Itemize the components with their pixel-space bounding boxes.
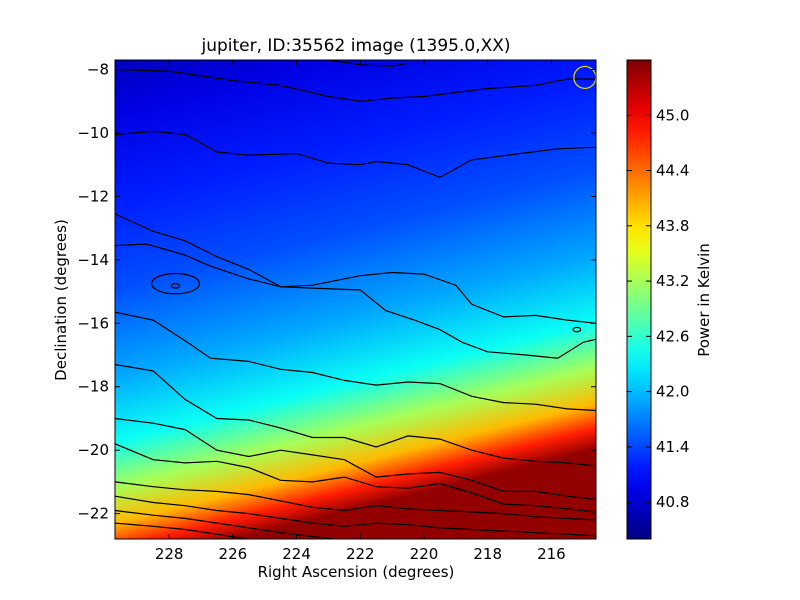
colorbar-tick-label: 44.4 (656, 162, 689, 180)
colorbar-fill (627, 60, 651, 539)
x-tick-label: 228 (155, 545, 184, 563)
chart-title: jupiter, ID:35562 image (1395.0,XX) (200, 36, 510, 56)
contour-lines (115, 60, 596, 539)
y-tick-label: −16 (77, 314, 109, 332)
contour-line (115, 363, 596, 467)
closed-contour (151, 272, 201, 295)
colorbar-ticks: 40.8 41.4 42.0 42.6 43.2 43.8 44.4 45.0 (627, 106, 689, 511)
y-tick-label: −22 (77, 505, 109, 523)
colorbar-tick-label: 40.8 (656, 493, 689, 511)
contour-line (115, 213, 596, 324)
x-tick-label: 224 (282, 545, 311, 563)
y-tick-label: −10 (77, 124, 109, 142)
y-axis-label: Declination (degrees) (52, 219, 70, 381)
x-tick-label: 220 (410, 545, 439, 563)
contour-line (115, 417, 596, 500)
x-tick-label: 218 (473, 545, 502, 563)
contour-line (328, 60, 409, 67)
contour-line (115, 68, 596, 102)
colorbar-tick-label: 41.4 (656, 438, 689, 456)
contour-line (115, 495, 596, 537)
colorbar: 40.8 41.4 42.0 42.6 43.2 43.8 44.4 45.0 Power i… (626, 59, 713, 540)
colorbar-label: Power in Kelvin (695, 243, 713, 357)
y-tick-label: −8 (87, 61, 109, 79)
contour-line (115, 509, 335, 539)
y-axis-ticks: −8 −10 −12 −14 −16 −18 −20 −22 (77, 61, 596, 523)
heatmap-field (115, 60, 596, 539)
x-tick-label: 226 (219, 545, 248, 563)
x-axis-label: Right Ascension (degrees) (258, 563, 455, 581)
contour-line (115, 481, 596, 521)
contour-line (115, 311, 596, 412)
contour-line (115, 443, 596, 513)
x-tick-label: 222 (346, 545, 375, 563)
y-tick-label: −14 (77, 251, 109, 269)
colorbar-tick-label: 42.0 (656, 383, 689, 401)
contour-line (115, 243, 596, 359)
y-tick-label: −18 (77, 378, 109, 396)
x-axis-ticks: 228 226 224 222 220 218 216 (155, 60, 566, 563)
closed-contour (572, 326, 582, 333)
plot-frame (114, 59, 597, 540)
y-tick-label: −20 (77, 441, 109, 459)
colorbar-tick-label: 43.2 (656, 272, 689, 290)
colorbar-tick-label: 42.6 (656, 327, 689, 345)
colorbar-tick-label: 43.8 (656, 217, 689, 235)
closed-contour (170, 283, 181, 289)
plot-area (114, 59, 597, 540)
contour-line (115, 130, 596, 179)
x-tick-label: 216 (537, 545, 566, 563)
colorbar-frame (626, 59, 652, 540)
y-tick-label: −12 (77, 187, 109, 205)
colorbar-tick-label: 45.0 (656, 106, 689, 124)
contour-line (115, 522, 246, 539)
